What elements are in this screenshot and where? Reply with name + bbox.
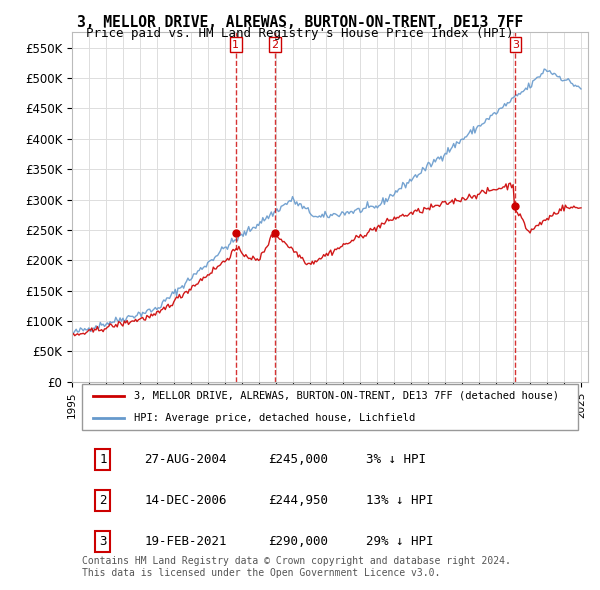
- Text: Price paid vs. HM Land Registry's House Price Index (HPI): Price paid vs. HM Land Registry's House …: [86, 27, 514, 40]
- Text: 3% ↓ HPI: 3% ↓ HPI: [366, 453, 426, 466]
- Text: £244,950: £244,950: [268, 494, 328, 507]
- Text: 3: 3: [99, 535, 107, 548]
- Text: HPI: Average price, detached house, Lichfield: HPI: Average price, detached house, Lich…: [134, 413, 415, 423]
- Text: 14-DEC-2006: 14-DEC-2006: [144, 494, 227, 507]
- Text: 3: 3: [512, 40, 519, 50]
- Text: 2: 2: [99, 494, 107, 507]
- Text: Contains HM Land Registry data © Crown copyright and database right 2024.
This d: Contains HM Land Registry data © Crown c…: [82, 556, 511, 578]
- Text: 1: 1: [232, 40, 239, 50]
- Text: 19-FEB-2021: 19-FEB-2021: [144, 535, 227, 548]
- Text: £290,000: £290,000: [268, 535, 328, 548]
- Text: 2: 2: [271, 40, 278, 50]
- Text: 1: 1: [99, 453, 107, 466]
- FancyBboxPatch shape: [82, 384, 578, 430]
- Text: 27-AUG-2004: 27-AUG-2004: [144, 453, 227, 466]
- Text: 13% ↓ HPI: 13% ↓ HPI: [366, 494, 434, 507]
- Text: 3, MELLOR DRIVE, ALREWAS, BURTON-ON-TRENT, DE13 7FF (detached house): 3, MELLOR DRIVE, ALREWAS, BURTON-ON-TREN…: [134, 391, 559, 401]
- Text: 3, MELLOR DRIVE, ALREWAS, BURTON-ON-TRENT, DE13 7FF: 3, MELLOR DRIVE, ALREWAS, BURTON-ON-TREN…: [77, 15, 523, 30]
- Text: £245,000: £245,000: [268, 453, 328, 466]
- Text: 29% ↓ HPI: 29% ↓ HPI: [366, 535, 434, 548]
